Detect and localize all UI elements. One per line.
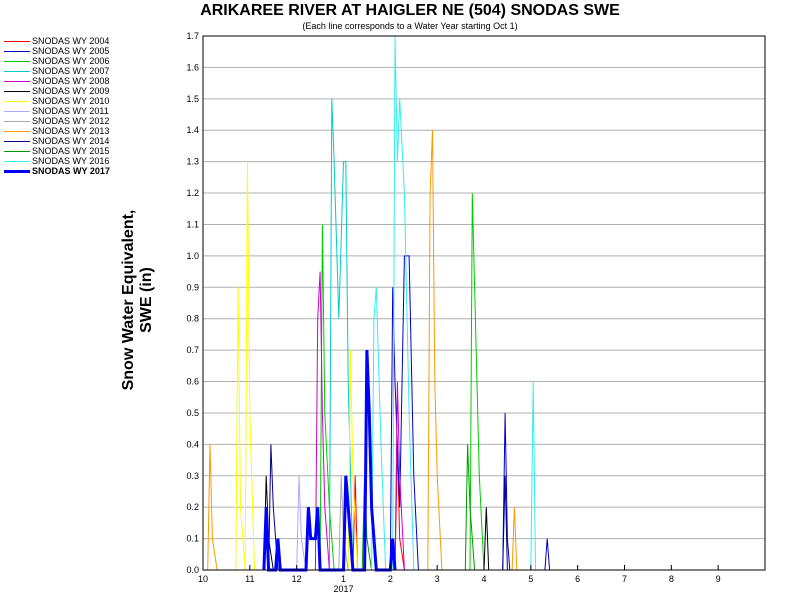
legend-item: SNODAS WY 2013 (4, 126, 109, 136)
legend-swatch (4, 40, 30, 42)
legend-item: SNODAS WY 2006 (4, 56, 109, 66)
y-tick-label: 1.0 (186, 251, 199, 261)
y-tick-label: 1.7 (186, 31, 199, 41)
legend-swatch (4, 100, 30, 102)
legend-item: SNODAS WY 2011 (4, 106, 109, 116)
legend-swatch (4, 70, 30, 72)
legend-swatch (4, 80, 30, 82)
chart-subtitle: (Each line corresponds to a Water Year s… (302, 21, 518, 31)
y-tick-label: 0.5 (186, 408, 199, 418)
legend-swatch (4, 150, 30, 152)
legend-item: SNODAS WY 2015 (4, 146, 109, 156)
x-tick-label: 6 (575, 574, 580, 584)
legend-item: SNODAS WY 2005 (4, 46, 109, 56)
legend-swatch (4, 140, 30, 142)
x-tick-label: 1 (341, 574, 346, 584)
y-tick-label: 0.8 (186, 314, 199, 324)
y-tick-label: 1.5 (186, 94, 199, 104)
y-tick-label: 0.0 (186, 565, 199, 575)
x-tick-label: 7 (622, 574, 627, 584)
legend-label: SNODAS WY 2006 (32, 56, 110, 66)
y-axis-label: Snow Water Equivalent, SWE (in) (120, 209, 155, 391)
legend-label: SNODAS WY 2015 (32, 146, 110, 156)
legend-label: SNODAS WY 2010 (32, 96, 110, 106)
legend-swatch (4, 110, 30, 112)
legend-swatch (4, 60, 30, 62)
legend-item: SNODAS WY 2004 (4, 36, 109, 46)
y-tick-label: 0.4 (186, 439, 199, 449)
y-tick-label: 0.1 (186, 534, 199, 544)
legend-item: SNODAS WY 2007 (4, 66, 109, 76)
x-tick-label: 11 (245, 574, 254, 584)
x-tick-label: 12 (292, 574, 302, 584)
series-line-snodas-wy-2010 (235, 161, 358, 571)
x-tick-label: 3 (435, 574, 440, 584)
y-tick-label: 0.3 (186, 471, 199, 481)
series-line-snodas-wy-2007 (328, 98, 354, 571)
x-year-label: 2017 (333, 584, 353, 594)
legend-label: SNODAS WY 2014 (32, 136, 110, 146)
legend-label: SNODAS WY 2011 (32, 106, 109, 116)
legend-item: SNODAS WY 2016 (4, 156, 109, 166)
y-tick-label: 0.6 (186, 377, 199, 387)
legend-label: SNODAS WY 2008 (32, 76, 110, 86)
legend-item: SNODAS WY 2014 (4, 136, 109, 146)
x-tick-label: 8 (669, 574, 674, 584)
x-tick-label: 5 (528, 574, 533, 584)
x-tick-label: 10 (198, 574, 208, 584)
x-axis-ticks: 10 11 12 1 2 3 4 5 6 7 8 9 (198, 565, 721, 584)
y-tick-label: 1.4 (186, 125, 199, 135)
y-tick-label: 0.7 (186, 345, 199, 355)
legend-item: SNODAS WY 2012 (4, 116, 109, 126)
y-tick-label: 0.9 (186, 282, 199, 292)
series-line-snodas-wy-2011 (296, 475, 307, 571)
legend-swatch (4, 120, 30, 122)
legend-label: SNODAS WY 2016 (32, 156, 110, 166)
y-axis-ticks: 0.0 0.1 0.2 0.3 0.4 0.5 0.6 0.7 0.8 0.9 1.0 1.1 1.2 1… (186, 31, 199, 575)
legend-swatch (4, 169, 30, 173)
legend-label: SNODAS WY 2017 (32, 166, 110, 176)
y-tick-label: 0.2 (186, 502, 199, 512)
x-tick-label: 9 (716, 574, 721, 584)
legend-swatch (4, 160, 30, 162)
legend-swatch (4, 50, 30, 52)
legend-item: SNODAS WY 2009 (4, 86, 109, 96)
legend-item: SNODAS WY 2017 (4, 166, 110, 176)
plot-area (203, 36, 765, 570)
y-tick-label: 1.1 (186, 219, 199, 229)
legend-item: SNODAS WY 2008 (4, 76, 109, 86)
legend-label: SNODAS WY 2013 (32, 126, 110, 136)
legend-label: SNODAS WY 2009 (32, 86, 110, 96)
y-tick-label: 1.2 (186, 188, 199, 198)
legend-label: SNODAS WY 2005 (32, 46, 110, 56)
legend-swatch (4, 130, 30, 132)
y-tick-label: 1.3 (186, 157, 199, 167)
y-tick-label: 1.6 (186, 62, 199, 72)
chart-grid (203, 35, 765, 540)
legend-label: SNODAS WY 2007 (32, 66, 110, 76)
legend-item: SNODAS WY 2010 (4, 96, 109, 106)
legend-swatch (4, 90, 30, 92)
series-line-snodas-wy-2008 (314, 271, 405, 571)
legend-label: SNODAS WY 2004 (32, 36, 110, 46)
x-tick-label: 4 (481, 574, 486, 584)
legend-label: SNODAS WY 2012 (32, 116, 110, 126)
x-tick-label: 2 (388, 574, 393, 584)
chart-title: ARIKAREE RIVER AT HAIGLER NE (504) SNODA… (200, 2, 620, 19)
series-line-snodas-wy-2012 (338, 475, 349, 571)
